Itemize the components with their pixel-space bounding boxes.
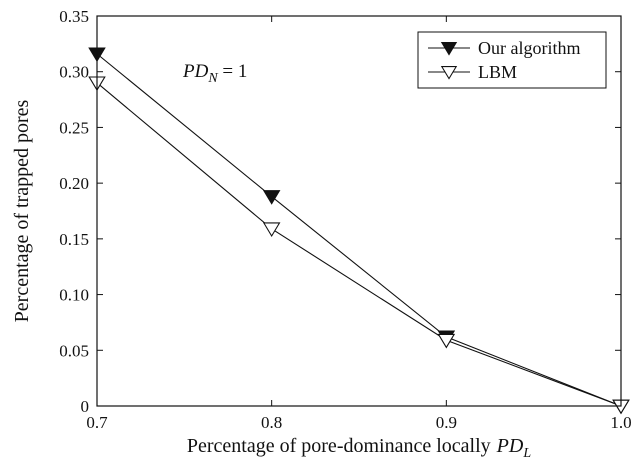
axis-ticks: 0.7 0.8 0.9 1.0 0 0.05 0.10 0.15 0.20 0.25 0.30 0.3… bbox=[59, 7, 631, 432]
plot-area-frame bbox=[96, 15, 622, 407]
legend-label: Our algorithm bbox=[478, 38, 580, 58]
series-lbm bbox=[88, 76, 630, 415]
data-point-marker bbox=[437, 333, 456, 349]
x-axis-label-text: Percentage of pore-dominance locally bbox=[187, 435, 491, 457]
legend-entry: Our algorithm bbox=[428, 38, 580, 58]
legend-entry: LBM bbox=[428, 62, 517, 82]
legend-label: LBM bbox=[478, 62, 517, 82]
y-tick-label: 0.25 bbox=[59, 118, 89, 137]
series-our-algorithm bbox=[88, 47, 630, 415]
series-line bbox=[96, 53, 622, 407]
x-axis-label: Percentage of pore-dominance locally PDL bbox=[187, 435, 531, 461]
y-tick-label: 0.20 bbox=[59, 174, 89, 193]
annotation-symbol: PD bbox=[182, 61, 209, 82]
x-tick-label: 0.9 bbox=[436, 413, 457, 432]
data-point-marker bbox=[262, 190, 281, 205]
annotation-subscript: N bbox=[207, 71, 218, 86]
x-axis-label-subscript: L bbox=[522, 446, 531, 461]
data-point-marker bbox=[262, 222, 281, 238]
y-tick-label: 0.30 bbox=[59, 63, 89, 82]
legend-marker bbox=[440, 66, 458, 80]
series-layer bbox=[88, 47, 630, 415]
y-tick-label: 0.05 bbox=[59, 341, 89, 360]
series-line bbox=[96, 82, 622, 407]
x-axis-label-symbol: PD bbox=[496, 435, 524, 457]
x-tick-label: 1.0 bbox=[610, 413, 631, 432]
pdn-annotation: PDN = 1 bbox=[182, 61, 247, 86]
y-tick-label: 0.10 bbox=[59, 286, 89, 305]
x-tick-label: 0.7 bbox=[86, 413, 108, 432]
y-axis-label: Percentage of trapped pores bbox=[11, 99, 33, 322]
x-tick-label: 0.8 bbox=[261, 413, 282, 432]
y-tick-label: 0 bbox=[81, 397, 90, 416]
legend: Our algorithm LBM bbox=[417, 31, 607, 89]
y-tick-label: 0.35 bbox=[59, 7, 89, 26]
annotation-text: = 1 bbox=[218, 61, 248, 82]
y-tick-label: 0.15 bbox=[59, 230, 89, 249]
legend-marker bbox=[440, 42, 458, 56]
